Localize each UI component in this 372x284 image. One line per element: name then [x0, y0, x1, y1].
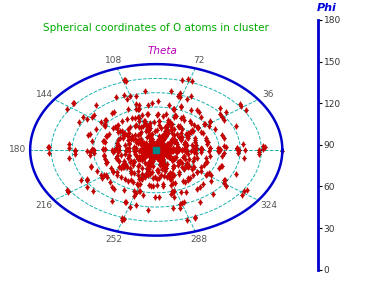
Text: 144: 144	[35, 90, 52, 99]
Text: 180: 180	[9, 145, 26, 154]
Title: Spherical coordinates of O atoms in cluster: Spherical coordinates of O atoms in clus…	[43, 23, 269, 33]
Text: 252: 252	[105, 235, 122, 244]
Text: Theta: Theta	[148, 45, 177, 56]
Text: 288: 288	[190, 235, 208, 244]
Text: 216: 216	[35, 201, 52, 210]
Text: 324: 324	[260, 201, 277, 210]
Text: 108: 108	[105, 56, 122, 65]
Text: 72: 72	[193, 56, 205, 65]
Text: 36: 36	[263, 90, 274, 99]
Text: Phi: Phi	[317, 3, 337, 13]
